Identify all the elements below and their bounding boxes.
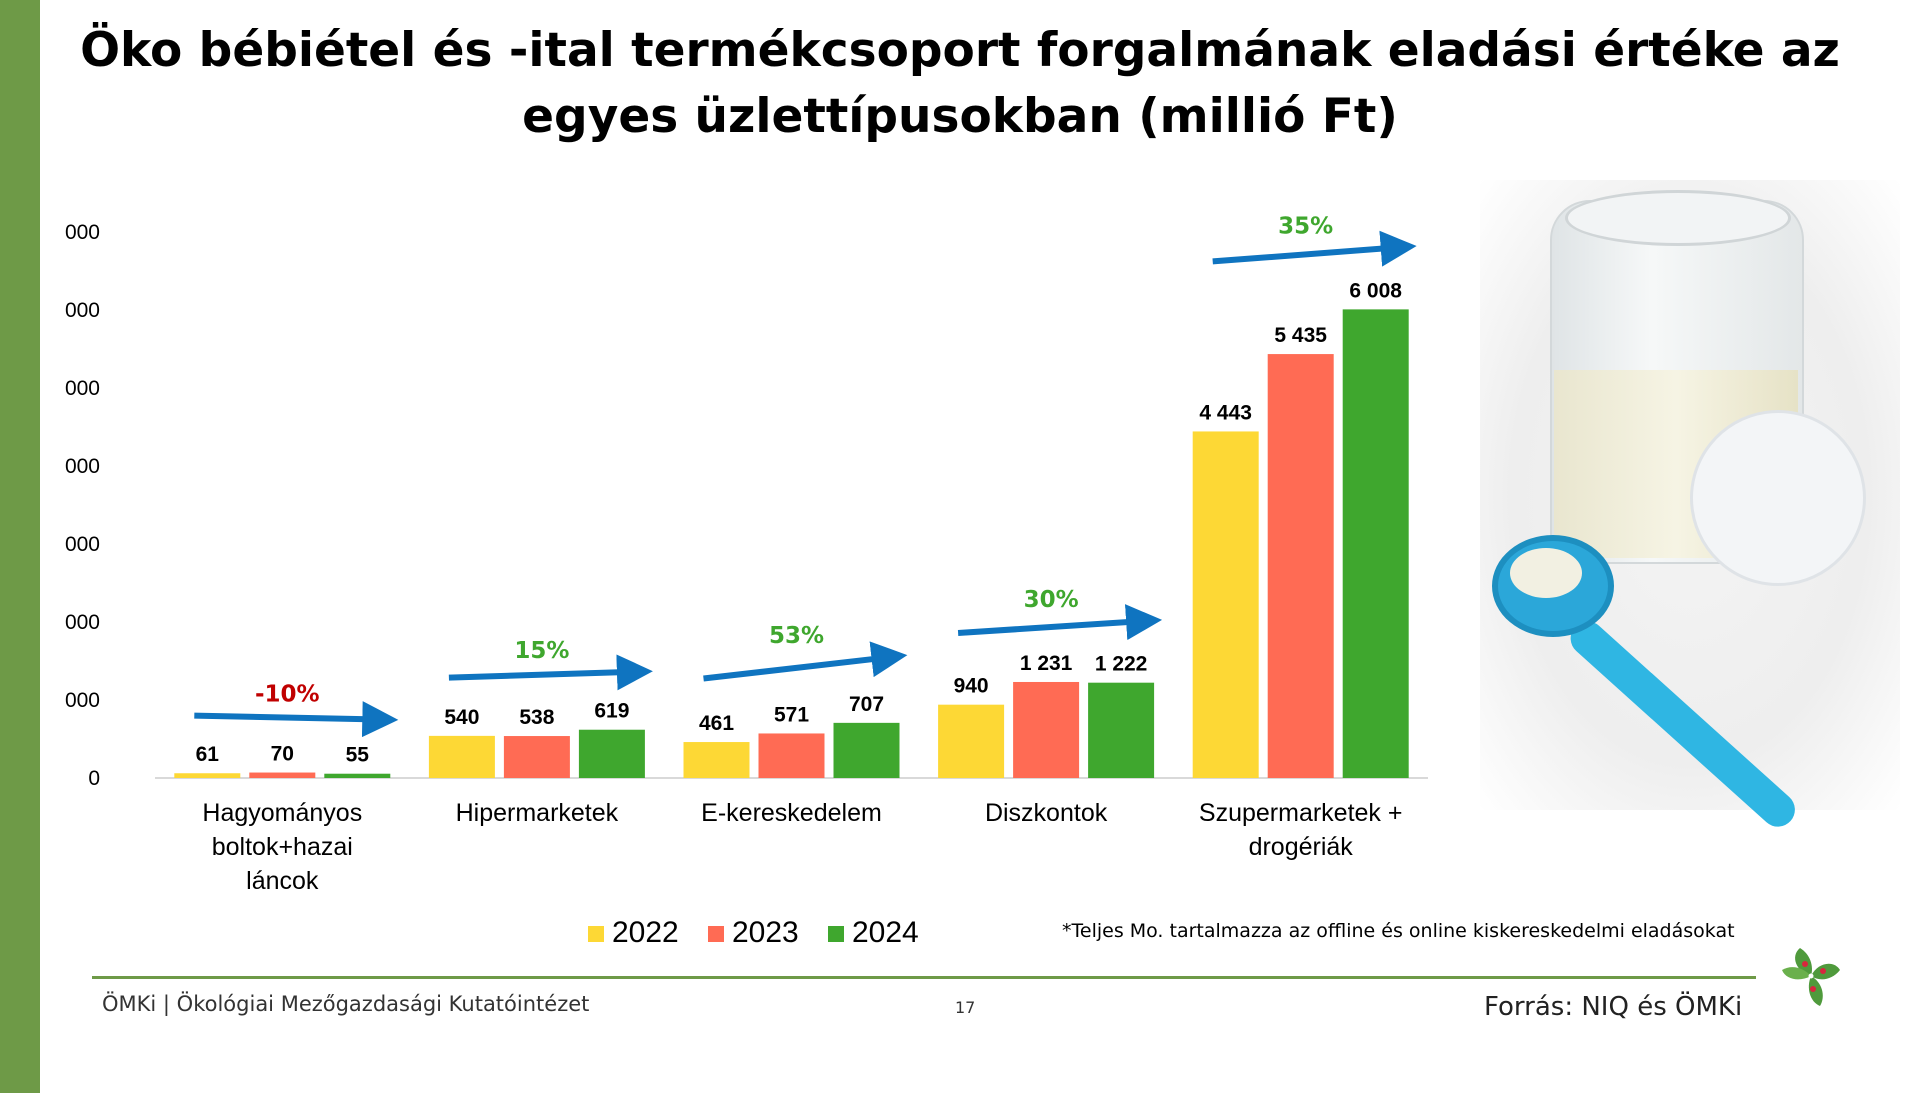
change-percent-label: 30% — [1024, 587, 1079, 613]
bottle-rim-shape — [1565, 190, 1791, 246]
data-label: 538 — [519, 706, 554, 729]
legend-label: 2022 — [612, 916, 679, 949]
bar-2022 — [174, 773, 241, 778]
x-category-label: E-kereskedelem — [701, 799, 882, 827]
data-label: 61 — [196, 743, 220, 766]
bar-2024 — [1088, 682, 1155, 778]
legend-label: 2024 — [852, 916, 919, 949]
y-tick-label: 6 000 — [60, 299, 100, 322]
data-label: 1 222 — [1095, 653, 1148, 676]
bar-2024 — [1342, 309, 1409, 778]
x-category-label: Hipermarketek — [456, 799, 619, 827]
change-percent-label: 53% — [769, 623, 824, 649]
trend-arrow — [703, 641, 908, 682]
data-label: 4 443 — [1199, 401, 1252, 424]
bar-2022 — [683, 742, 750, 778]
y-tick-label: 7 000 — [60, 221, 100, 244]
x-category-label: drogériák — [1249, 833, 1354, 861]
trend-arrow — [194, 701, 399, 738]
y-tick-label: 2 000 — [60, 611, 100, 634]
x-category-label: Szupermarketek + — [1199, 799, 1403, 827]
baby-bottle-photo — [1480, 180, 1900, 834]
bar-2024 — [833, 722, 900, 778]
footnote: *Teljes Mo. tartalmazza az offline és on… — [1062, 920, 1735, 942]
data-label: 55 — [346, 744, 370, 767]
x-category-label: boltok+hazai — [212, 833, 353, 861]
data-label: 940 — [954, 675, 989, 698]
bar-2023 — [1267, 354, 1334, 778]
page-title: Öko bébiétel és -ital termékcsoport forg… — [80, 23, 1840, 144]
trend-arrow — [1212, 230, 1417, 267]
y-tick-label: 4 000 — [60, 455, 100, 478]
trend-arrow — [448, 654, 653, 691]
scoop-handle-shape — [1563, 614, 1802, 834]
bar-2023 — [758, 733, 825, 778]
bar-2023 — [249, 772, 316, 778]
legend-label: 2023 — [732, 916, 799, 949]
y-tick-label: 0 — [88, 767, 100, 790]
omki-logo-icon — [1782, 948, 1840, 1006]
data-label: 619 — [594, 700, 629, 723]
bar-2022 — [428, 735, 495, 778]
legend-swatch-2022 — [588, 926, 604, 942]
scoop-powder-shape — [1510, 548, 1582, 598]
legend-swatch-2023 — [708, 926, 724, 942]
data-label: 6 008 — [1349, 279, 1402, 302]
bar-2023 — [1013, 681, 1080, 778]
data-label: 1 231 — [1020, 652, 1073, 675]
bar-chart: 0 1 000 2 000 3 000 4 000 5 000 6 000 7 000 61 70… — [60, 213, 1428, 949]
bar-2022 — [1192, 431, 1259, 778]
data-label: 461 — [699, 712, 734, 735]
change-percent-label: 35% — [1278, 213, 1333, 239]
y-tick-label: 3 000 — [60, 533, 100, 556]
bar-2024 — [578, 729, 645, 778]
data-label: 70 — [271, 743, 294, 766]
footer-institute: ÖMKi | Ökológiai Mezőgazdasági Kutatóint… — [102, 992, 590, 1016]
trend-arrow — [957, 604, 1163, 641]
data-label: 707 — [849, 693, 884, 716]
y-tick-label: 5 000 — [60, 377, 100, 400]
bar-2024 — [324, 773, 391, 778]
change-percent-label: 15% — [514, 638, 569, 664]
data-label: 540 — [444, 706, 479, 729]
source-note: Forrás: NIQ és ÖMKi — [1484, 992, 1743, 1022]
legend-swatch-2024 — [828, 926, 844, 942]
data-label: 571 — [774, 703, 809, 726]
bar-2022 — [938, 704, 1005, 778]
footer-divider — [92, 976, 1756, 979]
change-percent-label: -10% — [255, 682, 320, 708]
page-number: 17 — [955, 998, 976, 1017]
x-category-label: Hagyományos — [202, 799, 362, 827]
y-tick-label: 1 000 — [60, 689, 100, 712]
x-category-label: láncok — [246, 867, 319, 895]
x-category-label: Diszkontok — [985, 799, 1108, 827]
data-label: 5 435 — [1274, 324, 1327, 347]
bar-2023 — [503, 736, 570, 778]
side-accent-bar — [0, 0, 40, 1093]
